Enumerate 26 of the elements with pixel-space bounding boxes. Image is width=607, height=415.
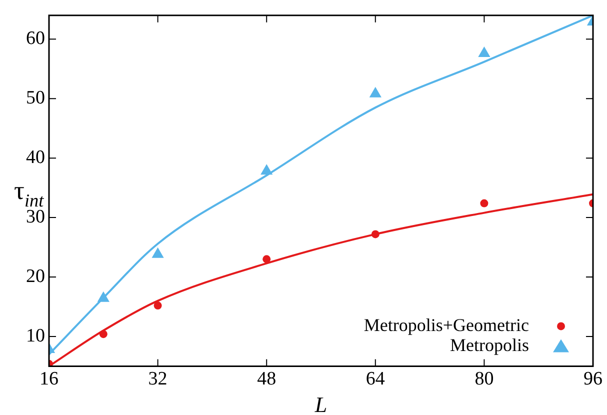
point [371, 230, 380, 238]
x-axis-title: L [314, 392, 328, 415]
point [262, 255, 271, 264]
line-series [49, 15, 593, 356]
x-tick-label: 64 [366, 368, 386, 390]
y-tick-label: 30 [26, 206, 45, 228]
point [260, 164, 273, 175]
y-tick-label: 60 [26, 28, 45, 50]
x-tick-label: 80 [474, 368, 494, 390]
legend-label: Metropolis [450, 334, 529, 355]
x-tick-label: 16 [40, 368, 58, 390]
x-tick-label: 96 [584, 368, 602, 390]
point [152, 247, 164, 258]
legend-label: Metropolis+Geometric [364, 314, 529, 335]
y-tick-label: 10 [26, 325, 45, 346]
point [97, 291, 110, 302]
point [369, 86, 382, 98]
y-tick-label: 20 [26, 266, 45, 287]
point [99, 330, 108, 338]
point [478, 46, 490, 57]
x-tick-label: 48 [257, 368, 276, 390]
point [480, 199, 488, 208]
x-tick-label: 32 [148, 368, 168, 390]
point [154, 302, 162, 310]
y-tick-label: 50 [26, 88, 45, 109]
y-tick-label: 40 [26, 147, 45, 168]
